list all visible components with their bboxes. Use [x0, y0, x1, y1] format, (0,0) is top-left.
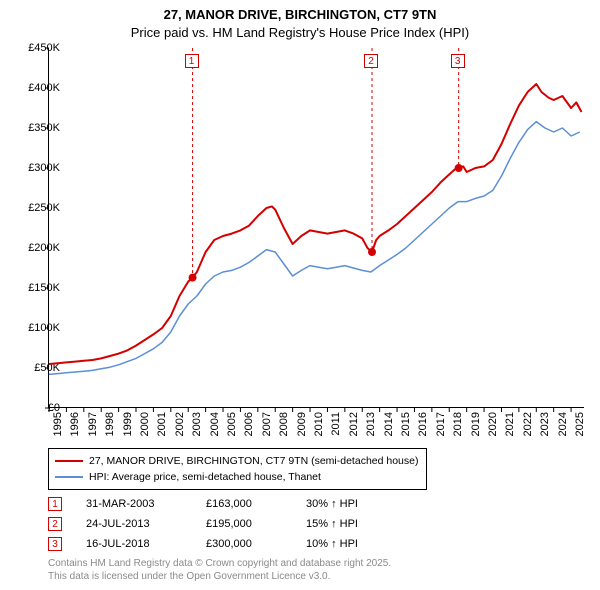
- sale-row-pct: 15% ↑ HPI: [306, 518, 406, 530]
- legend-swatch: [55, 476, 83, 478]
- title-block: 27, MANOR DRIVE, BIRCHINGTON, CT7 9TN Pr…: [0, 0, 600, 41]
- sale-row-marker: 3: [48, 537, 62, 551]
- x-tick-label: 2005: [226, 412, 238, 436]
- attribution: Contains HM Land Registry data © Crown c…: [48, 558, 391, 583]
- sale-row-pct: 10% ↑ HPI: [306, 538, 406, 550]
- title-subtitle: Price paid vs. HM Land Registry's House …: [0, 24, 600, 42]
- x-tick-label: 2015: [400, 412, 412, 436]
- x-tick-label: 2008: [278, 412, 290, 436]
- sale-row-pct: 30% ↑ HPI: [306, 498, 406, 510]
- x-tick-label: 2001: [156, 412, 168, 436]
- chart-container: 27, MANOR DRIVE, BIRCHINGTON, CT7 9TN Pr…: [0, 0, 600, 590]
- x-tick-label: 2000: [139, 412, 151, 436]
- x-tick-label: 2006: [243, 412, 255, 436]
- legend-swatch: [55, 460, 83, 462]
- x-tick-label: 1998: [104, 412, 116, 436]
- sale-dot: [189, 274, 197, 282]
- attribution-line1: Contains HM Land Registry data © Crown c…: [48, 558, 391, 571]
- sales-table: 1 31-MAR-2003£163,00030% ↑ HPI 2 24-JUL-201…: [48, 494, 406, 554]
- x-tick-label: 2013: [365, 412, 377, 436]
- sale-row: 3 16-JUL-2018£300,00010% ↑ HPI: [48, 534, 406, 554]
- sale-marker-box: 2: [364, 54, 378, 68]
- x-tick-label: 2022: [522, 412, 534, 436]
- x-tick-label: 2025: [574, 412, 586, 436]
- x-tick-label: 1999: [122, 412, 134, 436]
- sale-row-marker: 2: [48, 517, 62, 531]
- sale-marker-box: 3: [451, 54, 465, 68]
- x-tick-label: 2010: [313, 412, 325, 436]
- attribution-line2: This data is licensed under the Open Gov…: [48, 571, 391, 584]
- sale-row-date: 31-MAR-2003: [86, 498, 206, 510]
- sale-dot: [368, 248, 376, 256]
- x-tick-label: 2019: [470, 412, 482, 436]
- sale-row-date: 24-JUL-2013: [86, 518, 206, 530]
- sale-row: 2 24-JUL-2013£195,00015% ↑ HPI: [48, 514, 406, 534]
- x-tick-label: 2016: [417, 412, 429, 436]
- x-tick-label: 2004: [209, 412, 221, 436]
- x-tick-label: 2009: [296, 412, 308, 436]
- x-tick-label: 2014: [383, 412, 395, 436]
- sale-row-price: £300,000: [206, 538, 306, 550]
- x-tick-label: 2018: [452, 412, 464, 436]
- legend-label: 27, MANOR DRIVE, BIRCHINGTON, CT7 9TN (s…: [89, 455, 418, 467]
- x-tick-label: 2011: [330, 412, 342, 436]
- x-tick-label: 1997: [87, 412, 99, 436]
- legend-label: HPI: Average price, semi-detached house,…: [89, 471, 321, 483]
- x-tick-label: 2024: [557, 412, 569, 436]
- x-tick-label: 2012: [348, 412, 360, 436]
- series-price_paid: [49, 84, 582, 364]
- x-tick-label: 2017: [435, 412, 447, 436]
- x-tick-label: 2021: [504, 412, 516, 436]
- x-tick-label: 1995: [52, 412, 64, 436]
- sale-row-marker: 1: [48, 497, 62, 511]
- plot-svg: [49, 48, 585, 408]
- x-tick-label: 2002: [174, 412, 186, 436]
- sale-row-price: £195,000: [206, 518, 306, 530]
- x-tick-label: 2023: [539, 412, 551, 436]
- x-tick-label: 1996: [69, 412, 81, 436]
- title-address: 27, MANOR DRIVE, BIRCHINGTON, CT7 9TN: [0, 6, 600, 24]
- sale-marker-box: 1: [185, 54, 199, 68]
- sale-dot: [455, 164, 463, 172]
- legend-item: HPI: Average price, semi-detached house,…: [55, 469, 418, 485]
- series-hpi: [49, 122, 580, 375]
- sale-row-price: £163,000: [206, 498, 306, 510]
- sale-row-date: 16-JUL-2018: [86, 538, 206, 550]
- sale-row: 1 31-MAR-2003£163,00030% ↑ HPI: [48, 494, 406, 514]
- x-tick-label: 2020: [487, 412, 499, 436]
- x-tick-label: 2003: [191, 412, 203, 436]
- legend: 27, MANOR DRIVE, BIRCHINGTON, CT7 9TN (s…: [48, 448, 427, 490]
- plot-area: [48, 48, 584, 408]
- legend-item: 27, MANOR DRIVE, BIRCHINGTON, CT7 9TN (s…: [55, 453, 418, 469]
- x-tick-label: 2007: [261, 412, 273, 436]
